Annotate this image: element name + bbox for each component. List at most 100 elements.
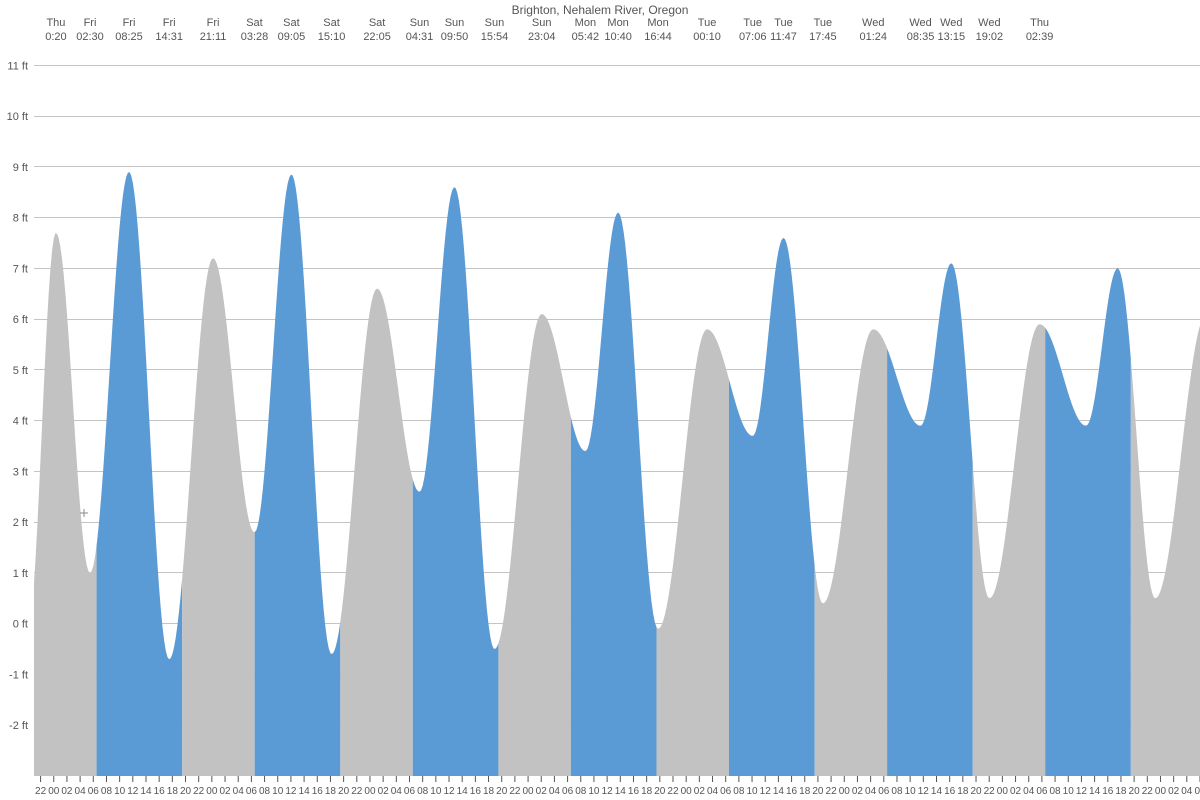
top-label-day: Tue [774, 17, 793, 29]
x-tick-label: 22 [351, 786, 363, 797]
y-tick-label: 4 ft [13, 416, 28, 428]
y-tick-label: 11 ft [7, 60, 28, 72]
x-tick-label: 22 [509, 786, 521, 797]
x-tick-label: 06 [88, 786, 100, 797]
top-label-time: 02:30 [76, 31, 104, 43]
x-tick-label: 22 [193, 786, 205, 797]
x-tick-label: 20 [496, 786, 508, 797]
y-tick-label: 8 ft [13, 213, 28, 225]
x-tick-label: 10 [588, 786, 600, 797]
top-label-time: 03:28 [241, 31, 269, 43]
x-tick-label: 00 [681, 786, 693, 797]
x-tick-label: 14 [773, 786, 785, 797]
top-label-time: 02:39 [1026, 31, 1054, 43]
top-label-time: 08:25 [115, 31, 143, 43]
top-label-day: Mon [607, 17, 628, 29]
top-label-time: 16:44 [644, 31, 672, 43]
x-tick-label: 14 [299, 786, 311, 797]
x-tick-label: 20 [970, 786, 982, 797]
x-tick-label: 02 [694, 786, 706, 797]
x-tick-label: 18 [799, 786, 811, 797]
y-tick-label: 0 ft [13, 619, 28, 631]
y-tick-label: 1 ft [13, 568, 28, 580]
x-tick-label: 06 [246, 786, 258, 797]
x-tick-label: 22 [984, 786, 996, 797]
top-label-time: 05:42 [572, 31, 600, 43]
y-tick-label: 5 ft [13, 365, 28, 377]
x-tick-label: 10 [1063, 786, 1075, 797]
top-label-time: 00:10 [693, 31, 721, 43]
x-tick-label: 06 [1036, 786, 1048, 797]
x-tick-label: 14 [615, 786, 627, 797]
top-label-time: 14:31 [155, 31, 183, 43]
x-tick-label: 16 [944, 786, 956, 797]
top-label-day: Tue [743, 17, 762, 29]
x-tick-label: 22 [1142, 786, 1154, 797]
x-tick-label: 08 [733, 786, 745, 797]
top-label-day: Tue [814, 17, 833, 29]
top-label-day: Wed [978, 17, 1000, 29]
top-label-day: Mon [647, 17, 668, 29]
top-label-time: 08:35 [907, 31, 935, 43]
x-tick-label: 20 [812, 786, 824, 797]
top-label-time: 17:45 [809, 31, 837, 43]
x-tick-label: 00 [839, 786, 851, 797]
top-label-day: Fri [84, 17, 97, 29]
top-label-time: 07:06 [739, 31, 767, 43]
top-label-day: Tue [698, 17, 717, 29]
top-label-day: Sat [283, 17, 300, 29]
x-tick-label: 18 [167, 786, 179, 797]
x-tick-label: 12 [760, 786, 772, 797]
x-tick-label: 02 [1168, 786, 1180, 797]
top-label-day: Sun [410, 17, 430, 29]
top-label-day: Thu [1030, 17, 1049, 29]
y-tick-label: -1 ft [9, 669, 28, 681]
top-label-day: Fri [123, 17, 136, 29]
x-tick-label: 04 [707, 786, 719, 797]
top-label-day: Wed [940, 17, 962, 29]
y-tick-label: 7 ft [13, 263, 28, 275]
x-tick-label: 02 [61, 786, 73, 797]
x-tick-label: 06 [878, 786, 890, 797]
tide-chart: -2 ft-1 ft0 ft1 ft2 ft3 ft4 ft5 ft6 ft7 … [0, 0, 1200, 800]
x-tick-label: 06 [1194, 786, 1200, 797]
top-label-day: Sat [323, 17, 340, 29]
x-tick-label: 02 [852, 786, 864, 797]
top-label-time: 15:10 [318, 31, 346, 43]
x-tick-label: 06 [404, 786, 416, 797]
x-tick-label: 14 [140, 786, 152, 797]
x-tick-label: 10 [114, 786, 126, 797]
x-tick-label: 18 [1115, 786, 1127, 797]
top-label-time: 01:24 [859, 31, 887, 43]
y-tick-label: -2 ft [9, 720, 28, 732]
top-label-day: Sat [369, 17, 386, 29]
top-label-time: 09:50 [441, 31, 469, 43]
top-label-time: 19:02 [976, 31, 1004, 43]
x-tick-label: 18 [483, 786, 495, 797]
x-tick-label: 14 [1089, 786, 1101, 797]
x-tick-label: 04 [233, 786, 245, 797]
x-tick-label: 20 [338, 786, 350, 797]
x-tick-label: 16 [470, 786, 482, 797]
x-tick-label: 04 [865, 786, 877, 797]
x-tick-label: 14 [931, 786, 943, 797]
x-tick-label: 00 [523, 786, 535, 797]
x-tick-label: 20 [1129, 786, 1141, 797]
x-tick-label: 10 [430, 786, 442, 797]
top-label-time: 10:40 [604, 31, 632, 43]
x-tick-label: 06 [720, 786, 732, 797]
x-tick-label: 00 [1155, 786, 1167, 797]
x-tick-label: 04 [1181, 786, 1193, 797]
x-tick-label: 22 [826, 786, 838, 797]
top-label-day: Sat [246, 17, 263, 29]
x-tick-label: 04 [549, 786, 561, 797]
top-label-time: 0:20 [45, 31, 66, 43]
x-tick-label: 08 [575, 786, 587, 797]
top-label-time: 22:05 [363, 31, 391, 43]
x-tick-label: 00 [206, 786, 218, 797]
x-tick-label: 08 [417, 786, 429, 797]
x-tick-label: 10 [272, 786, 284, 797]
x-tick-label: 16 [1102, 786, 1114, 797]
x-tick-label: 12 [1076, 786, 1088, 797]
top-label-day: Fri [163, 17, 176, 29]
